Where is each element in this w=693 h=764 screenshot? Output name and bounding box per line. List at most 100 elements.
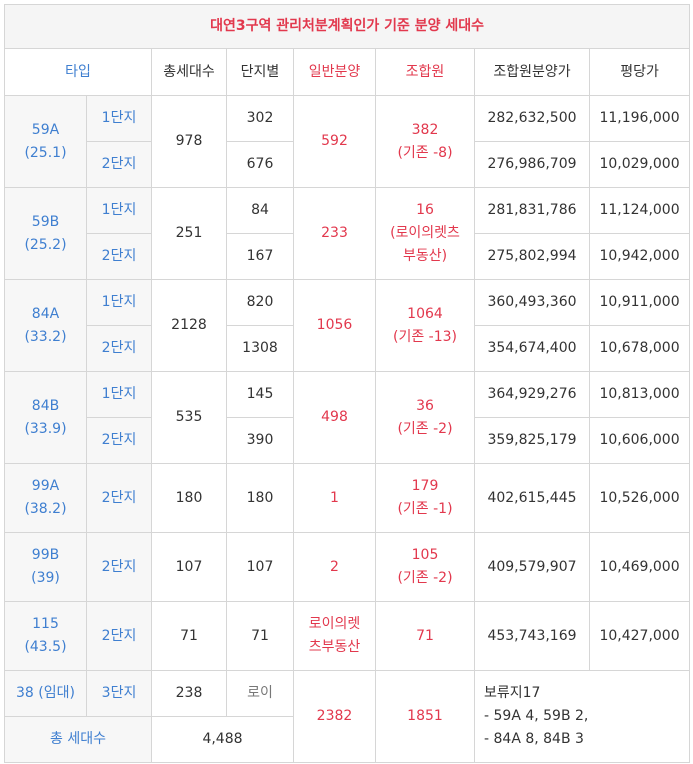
rental-total-cell: 238 xyxy=(151,670,227,717)
member-price-cell: 359,825,179 xyxy=(474,417,590,464)
complex-cell: 2단지 xyxy=(86,325,152,372)
type-area: (33.9) xyxy=(24,420,67,437)
member-price-cell: 364,929,276 xyxy=(474,371,590,418)
total-households-cell: 535 xyxy=(151,371,227,464)
complex-count-cell: 820 xyxy=(226,279,294,326)
total-households-sum-cell: 4,488 xyxy=(151,716,294,763)
member-price-cell: 281,831,786 xyxy=(474,187,590,234)
complex-cell: 2단지 xyxy=(86,233,152,280)
union-member-cell: 179 (기존 -1) xyxy=(375,463,475,533)
union-member-cell: 382 (기존 -8) xyxy=(375,95,475,188)
header-by-complex: 단지별 xyxy=(226,48,294,96)
complex-count-cell: 180 xyxy=(226,463,294,533)
type-cell: 84A (33.2) xyxy=(4,279,87,372)
general-sale-cell: 1 xyxy=(293,463,376,533)
price-per-pyeong-cell: 10,678,000 xyxy=(588,325,691,372)
header-union-member: 조합원 xyxy=(375,48,475,96)
table-row: 59A (25.1) 1단지 978 302 592 382 (기존 -8) 2… xyxy=(4,95,691,188)
header-general-sale: 일반분양 xyxy=(293,48,376,96)
general-sale-cell: 로이의렛 츠부동산 xyxy=(293,601,376,671)
general-sale-line2: 츠부동산 xyxy=(308,639,361,655)
table-row: 99B (39) 2단지 107 107 2 105 (기존 -2) 409,5… xyxy=(4,532,691,602)
header-type: 타입 xyxy=(4,48,152,96)
union-member-cell: 71 xyxy=(375,601,475,671)
type-cell: 84B (33.9) xyxy=(4,371,87,464)
general-sale-line1: 로이의렛 xyxy=(308,616,361,632)
member-count: 16 xyxy=(416,202,434,218)
reserve-line3: - 84A 8, 84B 3 xyxy=(484,731,584,747)
table-row: 2단지 167 275,802,994 10,942,000 xyxy=(5,233,691,280)
table-row: 2단지 676 276,986,709 10,029,000 xyxy=(5,141,691,188)
rental-complex-cell: 3단지 xyxy=(86,670,152,717)
price-per-pyeong-cell: 10,942,000 xyxy=(588,233,691,280)
table-row: 84B (33.9) 1단지 535 145 498 36 (기존 -2) 36… xyxy=(4,371,691,464)
member-note: (기존 -8) xyxy=(397,144,453,161)
member-count: 105 xyxy=(411,547,439,563)
complex-count-cell: 302 xyxy=(226,95,294,142)
union-member-cell: 1064 (기존 -13) xyxy=(375,279,475,372)
type-area: (38.2) xyxy=(24,501,67,517)
total-households-cell: 978 xyxy=(151,95,227,188)
type-area: (39) xyxy=(31,570,60,586)
table-row: 2단지 390 359,825,179 10,606,000 xyxy=(5,417,691,464)
reserve-line2: - 59A 4, 59B 2, xyxy=(484,708,589,724)
total-general-sale-cell: 2382 xyxy=(293,670,376,763)
type-name: 59B xyxy=(31,213,60,230)
union-member-cell: 16 (로이의렛츠 부동산) xyxy=(375,187,475,280)
price-per-pyeong-cell: 10,029,000 xyxy=(588,141,691,188)
complex-count-cell: 145 xyxy=(226,371,294,418)
union-member-cell: 36 (기존 -2) xyxy=(375,371,475,464)
member-price-cell: 360,493,360 xyxy=(474,279,590,326)
type-name: 99B xyxy=(31,547,60,563)
general-sale-cell: 498 xyxy=(293,371,376,464)
member-note: (기존 -2) xyxy=(397,420,453,437)
type-name: 99A xyxy=(31,478,60,494)
price-per-pyeong-cell: 10,813,000 xyxy=(588,371,691,418)
type-cell: 99A (38.2) xyxy=(4,463,87,533)
general-sale-cell: 233 xyxy=(293,187,376,280)
total-label-cell: 총 세대수 xyxy=(4,716,152,763)
type-name: 84B xyxy=(31,397,60,414)
table-row: 99A (38.2) 2단지 180 180 1 179 (기존 -1) 402… xyxy=(4,463,691,533)
member-price-cell: 276,986,709 xyxy=(474,141,590,188)
price-per-pyeong-cell: 11,124,000 xyxy=(588,187,691,234)
type-area: (25.2) xyxy=(24,236,67,253)
general-sale-cell: 2 xyxy=(293,532,376,602)
complex-cell: 1단지 xyxy=(86,95,152,142)
complex-count-cell: 71 xyxy=(226,601,294,671)
type-area: (43.5) xyxy=(24,639,67,655)
complex-cell: 2단지 xyxy=(86,463,152,533)
price-per-pyeong-cell: 10,526,000 xyxy=(588,463,691,533)
price-per-pyeong-cell: 10,606,000 xyxy=(588,417,691,464)
member-price-cell: 409,579,907 xyxy=(474,532,590,602)
complex-count-cell: 676 xyxy=(226,141,294,188)
member-note: (로이의렛츠 xyxy=(390,225,460,241)
complex-cell: 1단지 xyxy=(86,279,152,326)
complex-count-cell: 167 xyxy=(226,233,294,280)
complex-cell: 2단지 xyxy=(86,417,152,464)
member-count: 1064 xyxy=(407,305,443,322)
rental-count-cell: 로이 xyxy=(226,670,294,717)
price-per-pyeong-cell: 10,469,000 xyxy=(588,532,691,602)
reserve-note-cell: 보류지17 - 59A 4, 59B 2, - 84A 8, 84B 3 xyxy=(473,670,691,763)
table-row: 115 (43.5) 2단지 71 71 로이의렛 츠부동산 71 453,74… xyxy=(4,601,691,671)
complex-count-cell: 84 xyxy=(226,187,294,234)
type-name: 115 xyxy=(32,616,59,632)
member-note: (기존 -1) xyxy=(397,501,453,517)
type-area: (33.2) xyxy=(24,328,67,345)
total-households-cell: 107 xyxy=(151,532,227,602)
member-price-cell: 453,743,169 xyxy=(474,601,590,671)
member-note: (기존 -2) xyxy=(397,570,453,586)
member-note: (기존 -13) xyxy=(392,328,457,345)
complex-count-cell: 107 xyxy=(226,532,294,602)
table-row: 59B (25.2) 1단지 251 84 233 16 (로이의렛츠 부동산)… xyxy=(4,187,691,280)
rental-type-cell: 38 (임대) xyxy=(4,670,87,717)
price-per-pyeong-cell: 10,911,000 xyxy=(588,279,691,326)
type-cell: 59A (25.1) xyxy=(4,95,87,188)
member-price-cell: 402,615,445 xyxy=(474,463,590,533)
table-row: 84A (33.2) 1단지 2128 820 1056 1064 (기존 -1… xyxy=(4,279,691,372)
complex-cell: 1단지 xyxy=(86,371,152,418)
member-price-cell: 354,674,400 xyxy=(474,325,590,372)
type-cell: 99B (39) xyxy=(4,532,87,602)
total-households-cell: 2128 xyxy=(151,279,227,372)
